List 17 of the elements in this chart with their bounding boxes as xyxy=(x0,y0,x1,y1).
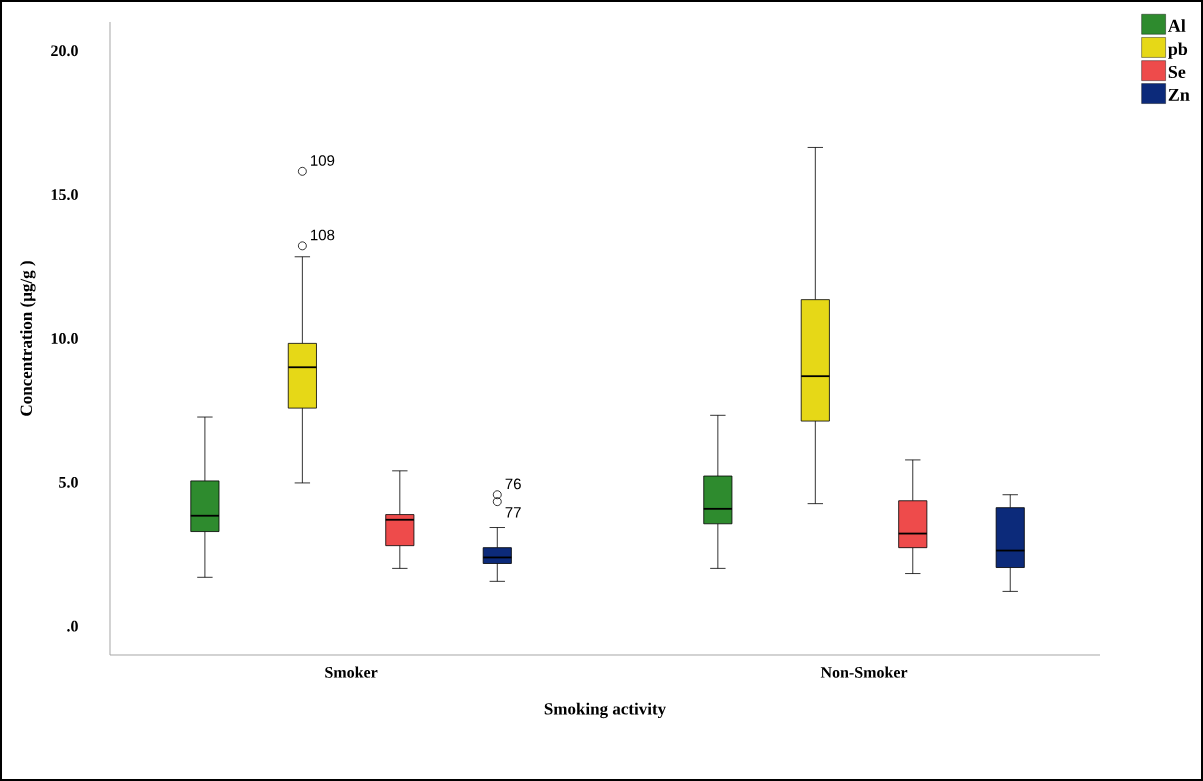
x-tick-label: Non-Smoker xyxy=(820,666,908,678)
y-axis-title: Concentration (µg/g ) xyxy=(20,261,36,416)
y-tick-label: 5.0 xyxy=(59,476,78,488)
annotation: 76 xyxy=(505,478,521,490)
legend-label: Al xyxy=(1167,19,1186,32)
legend-label: Se xyxy=(1168,65,1186,79)
y-tick-label: .0 xyxy=(67,620,78,632)
y-tick-label: 10.0 xyxy=(51,333,78,344)
x-axis-title: Smoking activity xyxy=(544,702,666,719)
annotation: 77 xyxy=(505,507,521,518)
legend-label: pb xyxy=(1168,42,1188,59)
y-tick-label: 20.0 xyxy=(51,45,78,57)
annotation: 109 xyxy=(311,155,335,166)
y-tick-label: 15.0 xyxy=(51,189,78,201)
annotation: 108 xyxy=(311,229,335,241)
legend-label: Zn xyxy=(1168,88,1190,101)
x-tick-label: Smoker xyxy=(325,666,378,678)
